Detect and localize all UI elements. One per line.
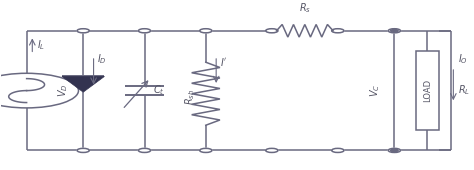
Bar <box>416 51 439 130</box>
Circle shape <box>391 149 398 152</box>
Circle shape <box>332 148 344 152</box>
Circle shape <box>265 29 278 33</box>
Circle shape <box>388 29 401 33</box>
Polygon shape <box>62 76 104 92</box>
Text: $I_O$: $I_O$ <box>458 52 468 66</box>
Text: $I_L$: $I_L$ <box>37 38 45 52</box>
Text: $I_D$: $I_D$ <box>97 52 107 66</box>
Circle shape <box>200 29 212 33</box>
Circle shape <box>391 30 398 32</box>
Text: $R_s$: $R_s$ <box>299 1 311 15</box>
Text: $C_t$: $C_t$ <box>153 84 164 97</box>
Circle shape <box>138 148 151 152</box>
Circle shape <box>77 29 89 33</box>
Text: $V_D$: $V_D$ <box>56 84 70 97</box>
Text: $R_L$: $R_L$ <box>458 84 470 97</box>
Circle shape <box>200 148 212 152</box>
Text: $I'$: $I'$ <box>220 56 228 68</box>
Circle shape <box>265 148 278 152</box>
Circle shape <box>332 29 344 33</box>
Circle shape <box>388 148 401 152</box>
Circle shape <box>138 29 151 33</box>
Text: $R_{sh}$: $R_{sh}$ <box>183 89 197 105</box>
Text: LOAD: LOAD <box>423 79 432 102</box>
Circle shape <box>77 148 89 152</box>
Text: $V_C$: $V_C$ <box>369 84 383 97</box>
